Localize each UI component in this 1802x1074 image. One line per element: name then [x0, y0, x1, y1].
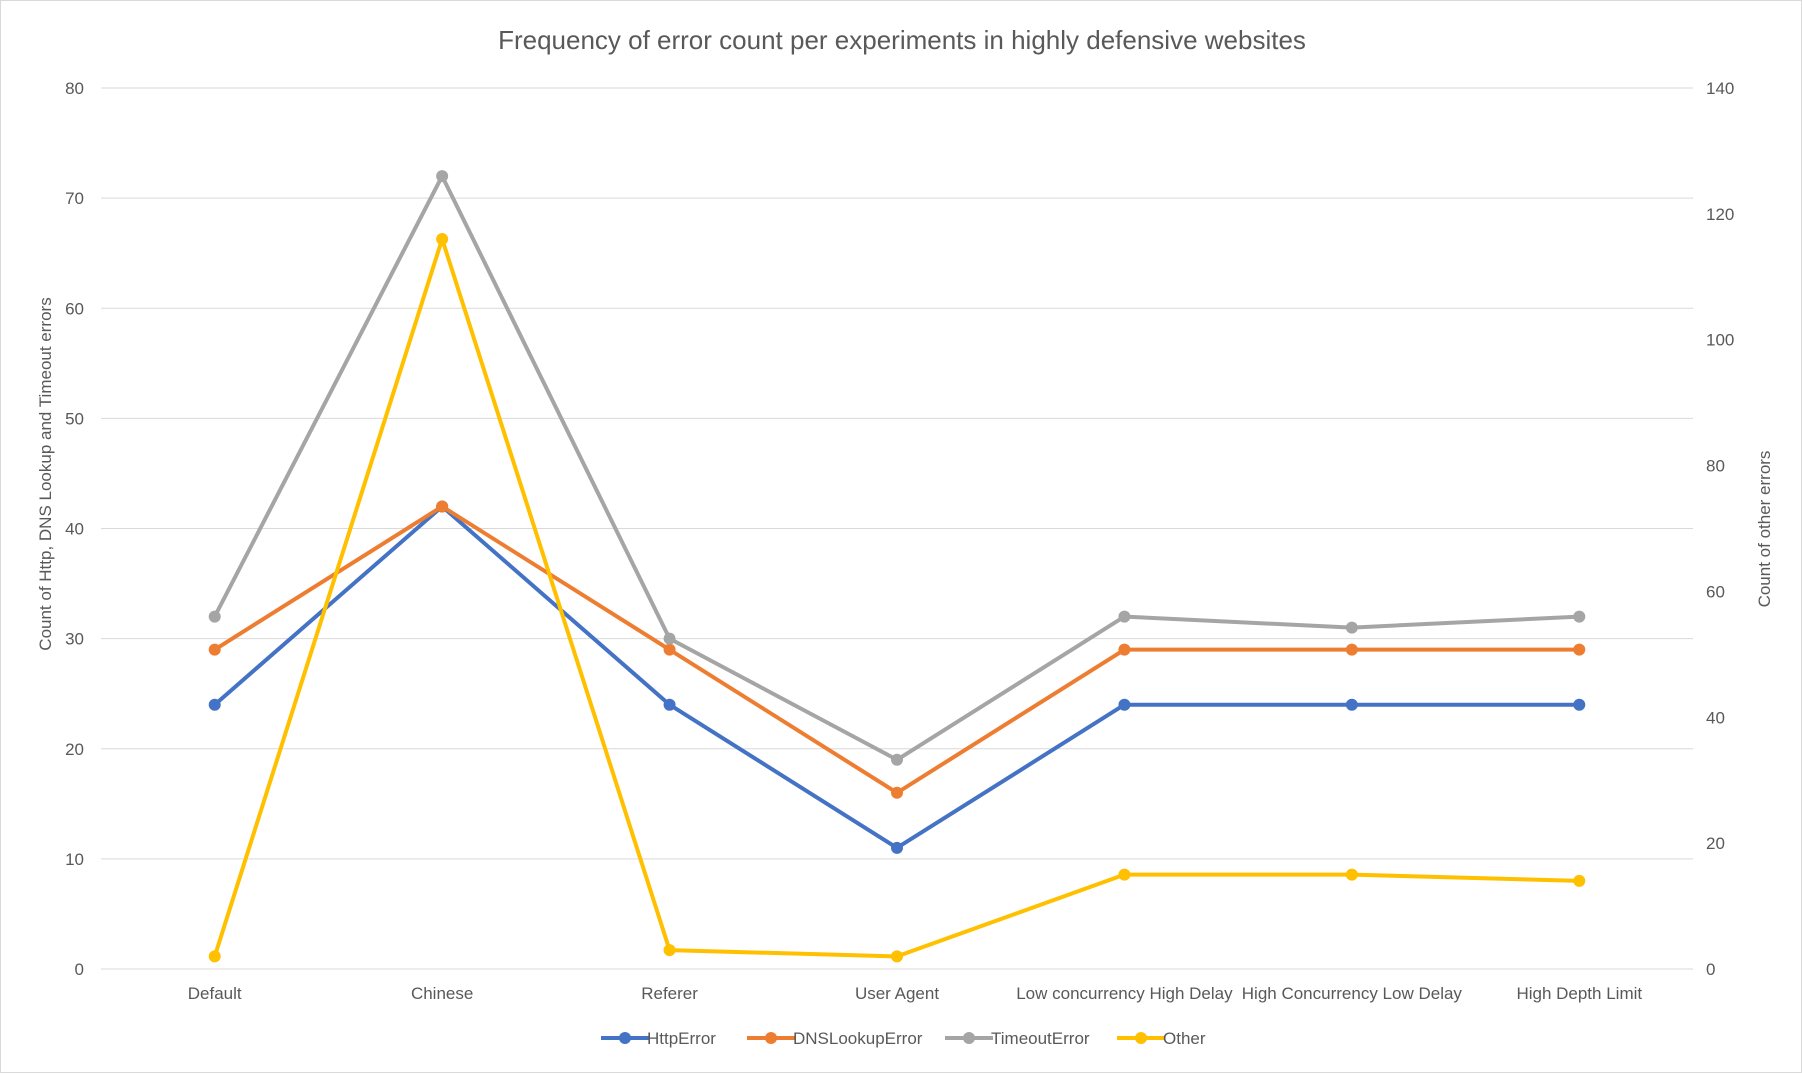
data-point-other — [891, 950, 903, 963]
data-point-dnslookuperror — [1118, 643, 1131, 656]
category-label: Referer — [641, 984, 698, 1003]
right-tick-label: 20 — [1706, 834, 1725, 853]
chart-title: Frequency of error count per experiments… — [498, 25, 1306, 55]
series-line-timeouterror — [212, 174, 1582, 762]
legend-label: HttpError — [647, 1029, 716, 1048]
legend-swatch-marker — [963, 1032, 975, 1044]
category-label: High Concurrency Low Delay — [1242, 984, 1463, 1003]
data-point-timeouterror — [891, 753, 903, 766]
category-label: Low concurrency High Delay — [1016, 984, 1233, 1003]
left-axis-ticks: 0 10 20 30 40 50 60 70 80 — [65, 79, 84, 979]
left-tick-label: 60 — [65, 299, 84, 318]
legend-swatch-marker — [765, 1032, 777, 1044]
left-axis-title: Count of Http, DNS Lookup and Timeout er… — [36, 297, 55, 650]
legend: HttpError DNSLookupError TimeoutError Other — [601, 1029, 1206, 1048]
right-tick-label: 40 — [1706, 708, 1725, 727]
data-point-dnslookuperror — [436, 500, 449, 513]
category-label: Chinese — [411, 984, 473, 1003]
data-point-dnslookuperror — [663, 643, 676, 656]
data-point-httperror — [208, 698, 221, 711]
left-tick-label: 70 — [65, 189, 84, 208]
left-tick-label: 40 — [65, 520, 84, 539]
data-point-timeouterror — [1118, 610, 1131, 623]
legend-swatch-marker — [619, 1032, 631, 1044]
data-point-other — [1345, 868, 1358, 881]
right-tick-label: 140 — [1706, 79, 1734, 98]
data-point-dnslookuperror — [1345, 643, 1358, 656]
data-point-httperror — [1345, 698, 1358, 711]
right-tick-label: 0 — [1706, 960, 1715, 979]
legend-swatch-marker — [1135, 1032, 1147, 1044]
left-tick-label: 20 — [65, 740, 84, 759]
data-point-httperror — [663, 698, 676, 711]
data-point-other — [1118, 868, 1131, 881]
data-point-httperror — [891, 841, 903, 854]
right-tick-label: 100 — [1706, 331, 1734, 350]
legend-label: TimeoutError — [991, 1029, 1090, 1048]
data-point-dnslookuperror — [208, 643, 221, 656]
category-label: Default — [188, 984, 242, 1003]
data-point-timeouterror — [1573, 610, 1586, 623]
series-lines — [208, 170, 1586, 963]
category-labels: Default Chinese Referer User Agent Low concu… — [188, 984, 1643, 1003]
data-point-dnslookuperror — [891, 786, 903, 799]
right-tick-label: 80 — [1706, 457, 1725, 476]
right-axis-ticks: 0 20 40 60 80 100 120 140 — [1706, 79, 1734, 979]
left-tick-label: 50 — [65, 409, 84, 428]
data-point-timeouterror — [663, 632, 676, 645]
data-point-dnslookuperror — [1573, 643, 1586, 656]
gridlines — [101, 87, 1693, 970]
right-axis-title: Count of other errors — [1755, 451, 1774, 608]
left-tick-label: 10 — [65, 850, 84, 869]
left-tick-label: 80 — [65, 79, 84, 98]
legend-label: DNSLookupError — [793, 1029, 923, 1048]
left-tick-label: 30 — [65, 630, 84, 649]
data-point-timeouterror — [1345, 621, 1358, 634]
legend-label: Other — [1163, 1029, 1206, 1048]
data-point-other — [663, 944, 676, 957]
right-tick-label: 60 — [1706, 582, 1725, 601]
right-tick-label: 120 — [1706, 205, 1734, 224]
data-point-other — [208, 950, 221, 963]
data-point-httperror — [1118, 698, 1131, 711]
data-point-httperror — [1573, 698, 1586, 711]
category-label: High Depth Limit — [1516, 984, 1642, 1003]
category-label: User Agent — [855, 984, 939, 1003]
series-line-dnslookuperror — [212, 504, 1582, 795]
data-point-other — [436, 233, 449, 246]
data-point-timeouterror — [436, 170, 449, 183]
data-point-other — [1573, 874, 1586, 887]
left-tick-label: 0 — [75, 960, 84, 979]
data-point-timeouterror — [208, 610, 221, 623]
